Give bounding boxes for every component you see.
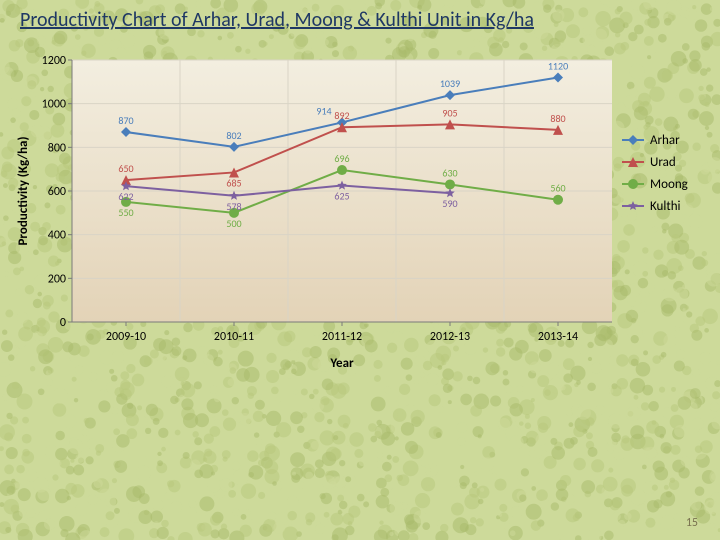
svg-text:870: 870 [118, 114, 133, 127]
svg-text:0: 0 [60, 316, 66, 330]
svg-text:2013-14: 2013-14 [538, 330, 578, 344]
svg-text:905: 905 [442, 106, 457, 119]
slide: Productivity Chart of Arhar, Urad, Moong… [0, 0, 720, 540]
svg-text:1200: 1200 [42, 54, 66, 68]
svg-text:1000: 1000 [42, 98, 66, 112]
svg-text:Arhar: Arhar [650, 133, 680, 148]
svg-text:625: 625 [334, 190, 349, 203]
svg-text:Urad: Urad [650, 155, 676, 170]
svg-text:2011-12: 2011-12 [322, 330, 362, 344]
svg-text:1039: 1039 [440, 77, 460, 90]
svg-text:Year: Year [329, 356, 354, 371]
svg-text:500: 500 [226, 217, 241, 230]
svg-text:2012-13: 2012-13 [430, 330, 470, 344]
svg-text:200: 200 [48, 272, 66, 286]
svg-text:1120: 1120 [548, 59, 568, 72]
svg-text:600: 600 [48, 185, 66, 199]
svg-text:685: 685 [226, 176, 241, 189]
svg-text:2009-10: 2009-10 [106, 330, 146, 344]
svg-text:630: 630 [442, 166, 457, 179]
svg-text:622: 622 [118, 190, 133, 203]
svg-text:914: 914 [316, 104, 331, 117]
svg-text:578: 578 [226, 200, 241, 213]
svg-text:Productivity (Kg/ha): Productivity (Kg/ha) [16, 136, 31, 245]
svg-text:892: 892 [334, 109, 349, 122]
svg-text:550: 550 [118, 206, 133, 219]
svg-text:650: 650 [118, 162, 133, 175]
svg-text:590: 590 [442, 197, 457, 210]
chart-svg: 0 200 400 600 800 1000 1200 2009-10 2010-11 2011-… [10, 50, 710, 380]
svg-text:2010-11: 2010-11 [214, 330, 254, 344]
svg-text:Kulthi: Kulthi [650, 199, 681, 214]
svg-text:400: 400 [48, 229, 66, 243]
svg-text:800: 800 [48, 141, 66, 155]
productivity-chart: 0 200 400 600 800 1000 1200 2009-10 2010-11 2011-… [10, 50, 710, 380]
svg-text:802: 802 [226, 129, 241, 142]
svg-text:560: 560 [550, 182, 565, 195]
slide-title: Productivity Chart of Arhar, Urad, Moong… [20, 8, 700, 32]
svg-text:696: 696 [334, 152, 349, 165]
svg-text:880: 880 [550, 112, 565, 125]
page-number: 15 [686, 516, 698, 530]
svg-text:Moong: Moong [650, 177, 688, 192]
